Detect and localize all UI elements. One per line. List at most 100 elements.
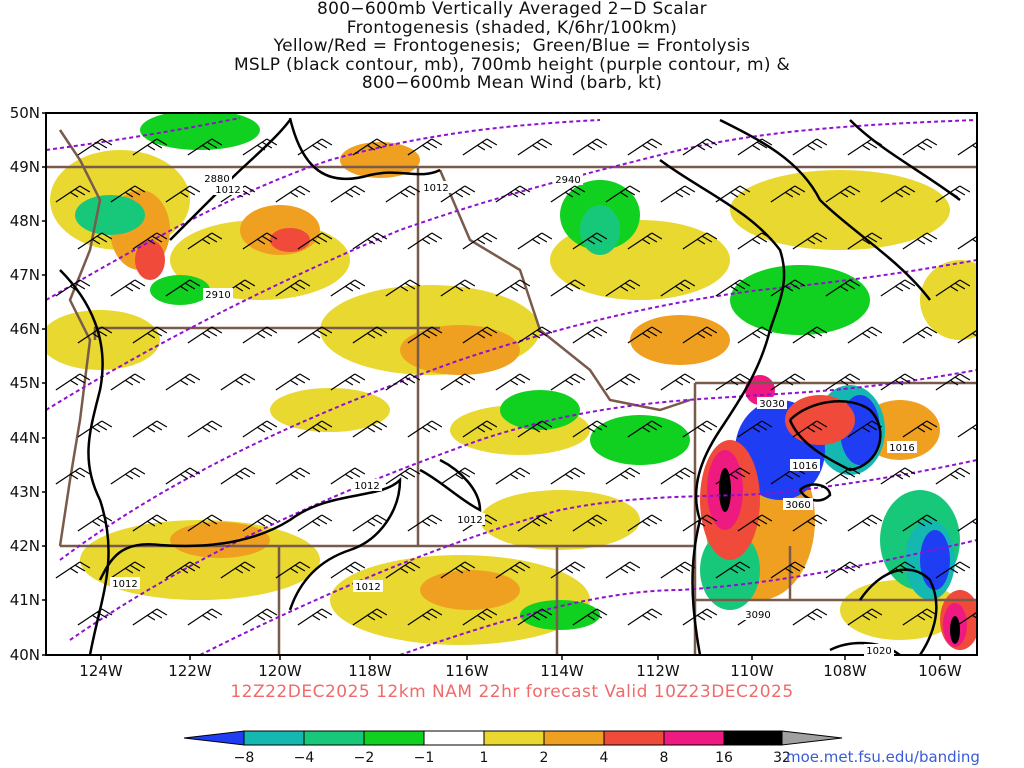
- wind-barb: [935, 561, 971, 579]
- wind-barb: [660, 561, 696, 579]
- wind-barb: [550, 279, 586, 297]
- wind-barb: [605, 279, 641, 297]
- wind-barb: [715, 373, 751, 391]
- wind-barb: [352, 326, 388, 344]
- wind-barb: [330, 185, 366, 203]
- wind-barb: [517, 608, 553, 626]
- title-line-5: 800−600mb Mean Wind (barb, kt): [361, 73, 663, 93]
- wind-barb: [187, 608, 223, 626]
- colorbar-bin: [303, 730, 365, 746]
- wind-barb: [440, 467, 476, 485]
- colorbar-label: −8: [234, 750, 255, 766]
- lon-label: 112W: [636, 662, 680, 680]
- title-line-4: MSLP (black contour, mb), 700mb height (…: [233, 54, 791, 75]
- wind-barb: [792, 514, 828, 532]
- lat-label: 41N: [10, 591, 40, 609]
- wind-barb: [792, 138, 828, 156]
- wind-barb: [385, 279, 421, 297]
- wind-barb: [517, 232, 553, 250]
- credit-link[interactable]: moe.met.fsu.edu/banding: [786, 748, 980, 766]
- wind-barb: [847, 326, 883, 344]
- wind-barb: [220, 561, 256, 579]
- wind-barb: [297, 138, 333, 156]
- wind-barb: [55, 279, 91, 297]
- wind-barb: [902, 326, 938, 344]
- wind-barb: [407, 420, 443, 438]
- wind-barb: [440, 373, 476, 391]
- lat-label: 42N: [10, 537, 40, 555]
- wind-barb: [880, 279, 916, 297]
- wind-barb: [165, 561, 201, 579]
- wind-barb: [110, 467, 146, 485]
- state-borders: [46, 129, 977, 655]
- colorbar-right-arrow: [781, 730, 843, 746]
- wind-barb: [352, 138, 388, 156]
- height-label: 2940: [555, 175, 580, 186]
- wind-barb: [737, 326, 773, 344]
- wind-barb: [440, 279, 476, 297]
- height-label: 2880: [204, 174, 229, 185]
- wind-barb: [187, 514, 223, 532]
- height-label: 2910: [205, 290, 230, 301]
- wind-barb: [440, 561, 476, 579]
- lon-label: 106W: [918, 662, 962, 680]
- wind-barb: [902, 232, 938, 250]
- wind-barb: [770, 185, 806, 203]
- wind-barb: [462, 608, 498, 626]
- wind-barb: [462, 420, 498, 438]
- wind-barb: [880, 185, 916, 203]
- title-line-3: Yellow/Red = Frontogenesis; Green/Blue =…: [273, 36, 751, 56]
- wind-barb: [682, 514, 718, 532]
- wind-barb: [132, 608, 168, 626]
- lat-label: 50N: [10, 104, 40, 122]
- wind-barb: [792, 326, 828, 344]
- wind-barb: [275, 185, 311, 203]
- wind-barb: [605, 185, 641, 203]
- wind-barb: [715, 185, 751, 203]
- wind-barb: [825, 373, 861, 391]
- wind-barb: [242, 138, 278, 156]
- colorbar-label: −2: [354, 750, 375, 766]
- wind-barb: [957, 141, 977, 156]
- wind-barb: [385, 185, 421, 203]
- wind-barb: [660, 279, 696, 297]
- wind-barb: [737, 138, 773, 156]
- wind-barb: [165, 373, 201, 391]
- wind-barb: [352, 420, 388, 438]
- mslp-label: 1012: [354, 481, 379, 492]
- wind-barb: [352, 514, 388, 532]
- latitude-ticks: [42, 112, 46, 656]
- wind-barb: [55, 467, 91, 485]
- lat-label: 45N: [10, 374, 40, 392]
- colorbar-bin: [423, 730, 485, 746]
- wind-barb: [242, 420, 278, 438]
- wind-barb: [605, 561, 641, 579]
- wind-barb: [715, 279, 751, 297]
- colorbar-label: 2: [540, 750, 549, 766]
- mslp-label: 1012: [355, 582, 380, 593]
- wind-barb: [275, 373, 311, 391]
- wind-barb: [187, 420, 223, 438]
- wind-barb: [77, 138, 113, 156]
- wind-barb: [330, 561, 366, 579]
- wind-barb: [187, 326, 223, 344]
- wind-barb: [77, 232, 113, 250]
- wind-barb: [517, 420, 553, 438]
- wind-barb: [440, 185, 476, 203]
- wind-barb: [825, 561, 861, 579]
- wind-barb: [770, 279, 806, 297]
- wind-barb: [880, 467, 916, 485]
- colorbar-left-arrow: [183, 730, 245, 746]
- colorbar-bin: [603, 730, 665, 746]
- wind-barb: [957, 517, 977, 532]
- wind-barb: [77, 326, 113, 344]
- map-title: 800−600mb Vertically Averaged 2−D Scalar…: [0, 0, 1024, 93]
- lat-label: 44N: [10, 429, 40, 447]
- wind-barb: [627, 608, 663, 626]
- wind-barb: [495, 279, 531, 297]
- wind-barb: [847, 420, 883, 438]
- wind-barb: [682, 608, 718, 626]
- wind-barb: [407, 232, 443, 250]
- wind-barb: [165, 467, 201, 485]
